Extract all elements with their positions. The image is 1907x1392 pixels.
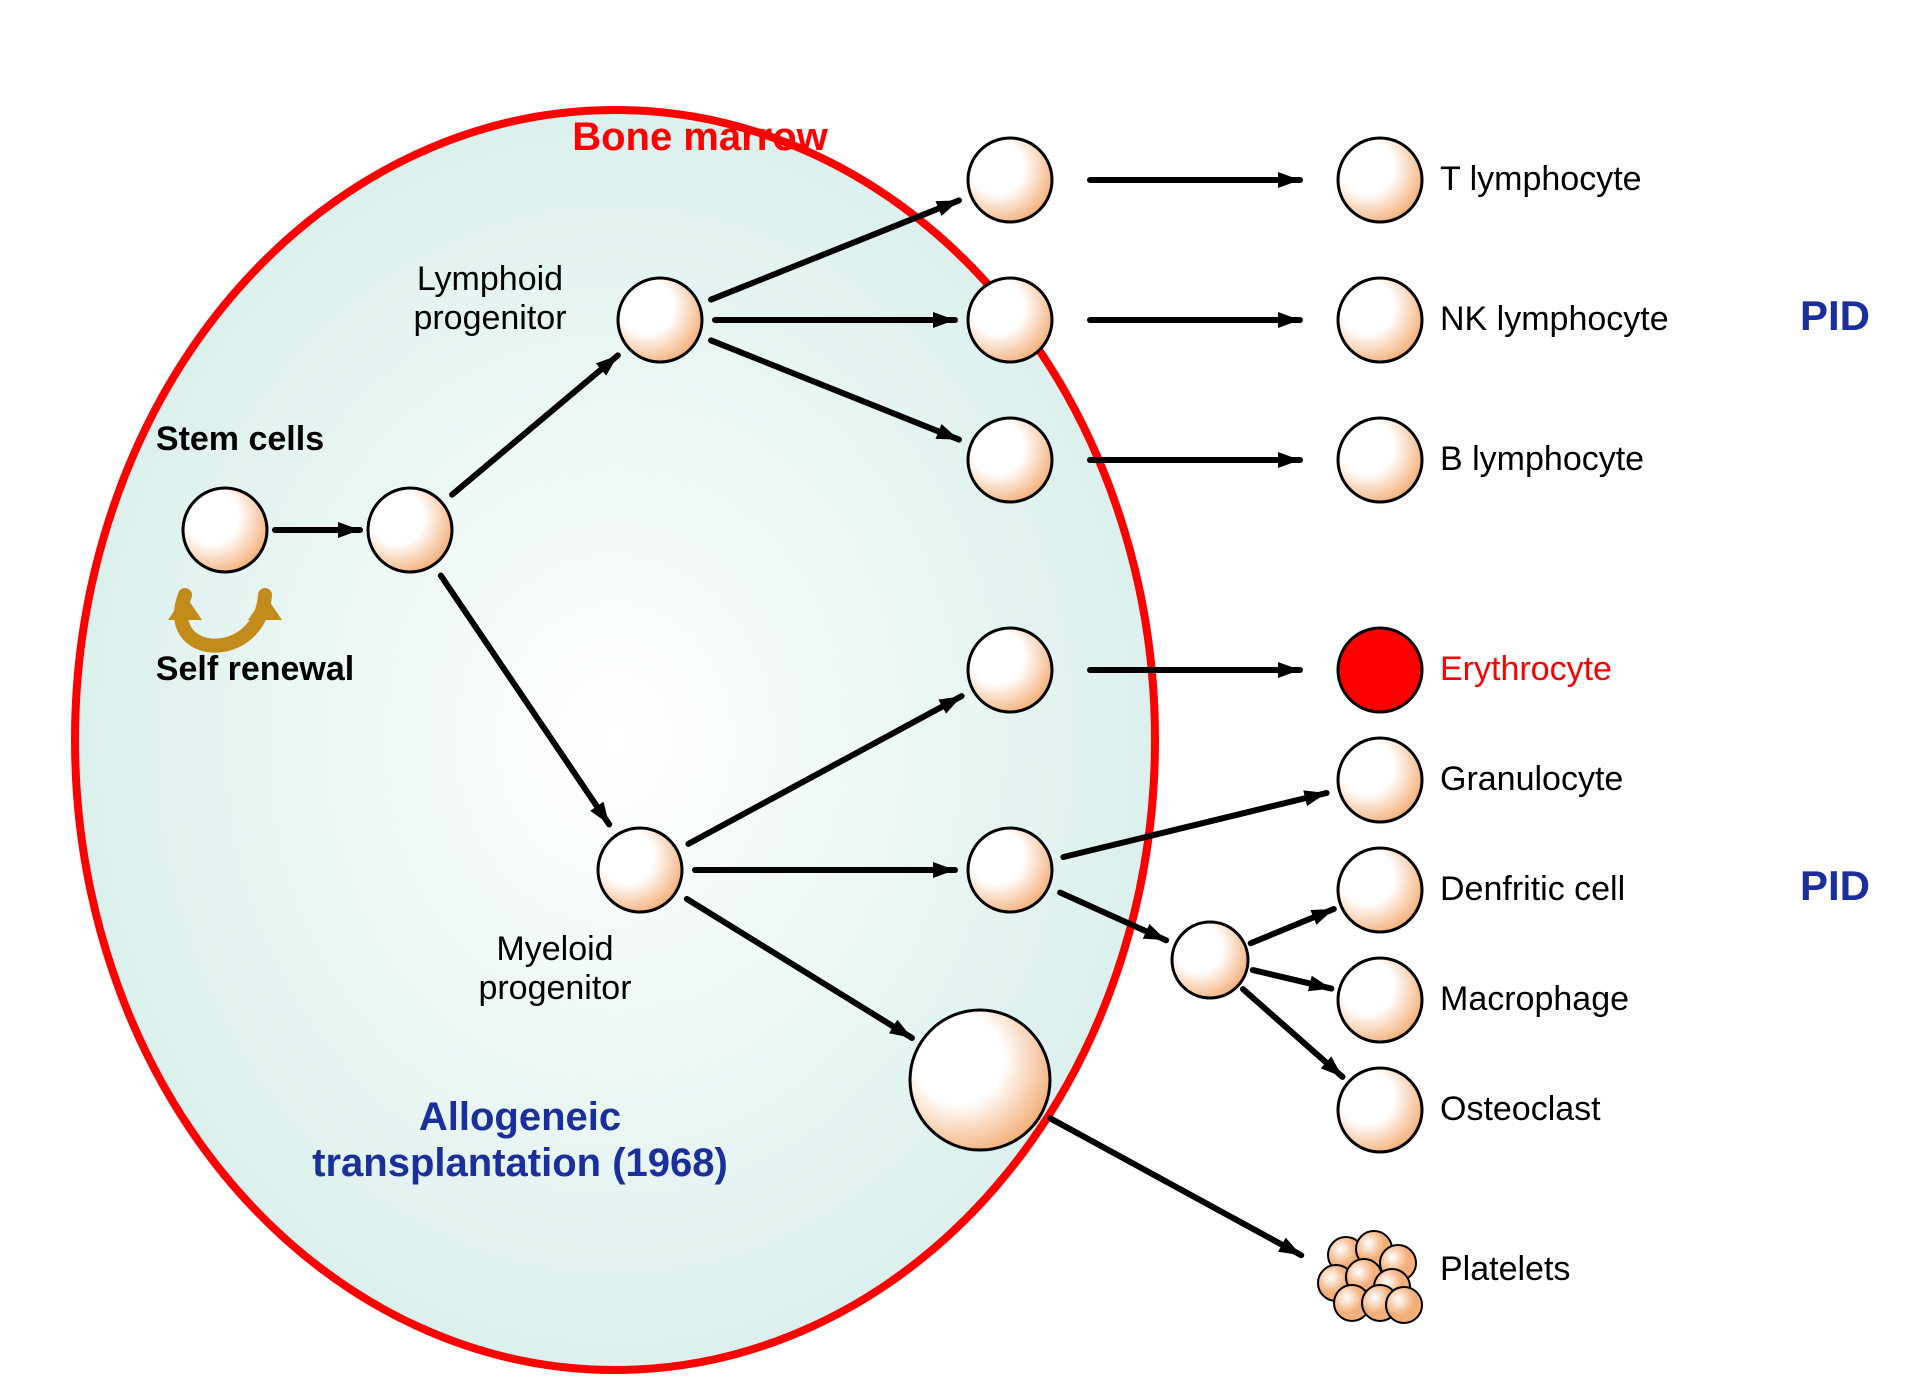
label-myeloid: Myeloidprogenitor [478,930,631,1007]
label-self_renewal: Self renewal [156,650,354,688]
label-lymphoid: Lymphoidprogenitor [413,260,566,337]
arrow-3-head [936,200,959,216]
label-platelets: Platelets [1440,1250,1570,1288]
label-pid_top: PID [1800,292,1870,339]
cell-myeloid [598,828,682,912]
arrow-9-head [1278,172,1300,188]
cell-nk_cell [1338,278,1422,362]
cell-b_cell [1338,418,1422,502]
cell-l_int2 [968,278,1052,362]
cell-t_cell [1338,138,1422,222]
label-macrophage: Macrophage [1440,980,1629,1018]
cell-l_int3 [968,418,1052,502]
hematopoiesis-diagram: Bone marrow Lymphoidprogenitor Stem cells S… [0,0,1907,1392]
label-osteoclast: Osteoclast [1440,1090,1601,1128]
cell-mono [1172,922,1248,998]
label-granulocyte: Granulocyte [1440,760,1623,798]
arrow-14-head [1143,924,1166,940]
label-bone_marrow: Bone marrow [572,115,828,159]
cell-stem [183,488,267,572]
cell-mega [910,1010,1050,1150]
label-dendritic: Denfritic cell [1440,870,1625,908]
arrow-18 [1050,1118,1301,1255]
platelet-8 [1386,1287,1422,1323]
platelets-cluster [1318,1231,1422,1323]
cell-macro [1338,958,1422,1042]
label-pid_bottom: PID [1800,862,1870,909]
label-nk_lymph: NK lymphocyte [1440,300,1669,338]
cell-dendr [1338,848,1422,932]
cell-m_mid [968,828,1052,912]
label-erythrocyte: Erythrocyte [1440,650,1612,688]
label-b_lymph: B lymphocyte [1440,440,1644,478]
cell-prog [368,488,452,572]
arrow-15-head [1310,909,1333,925]
arrow-12-head [1278,662,1300,678]
arrow-10-head [1278,312,1300,328]
cell-l_int1 [968,138,1052,222]
cell-eryth [1338,628,1422,712]
cell-osteo [1338,1068,1422,1152]
arrow-13-head [1303,790,1326,806]
arrow-18-head [1278,1238,1301,1256]
cell-lymphoid [618,278,702,362]
arrow-11-head [1278,452,1300,468]
cell-granu [1338,738,1422,822]
cell-m_top [968,628,1052,712]
label-t_lymph: T lymphocyte [1440,160,1642,198]
label-stem_cells: Stem cells [156,420,324,458]
